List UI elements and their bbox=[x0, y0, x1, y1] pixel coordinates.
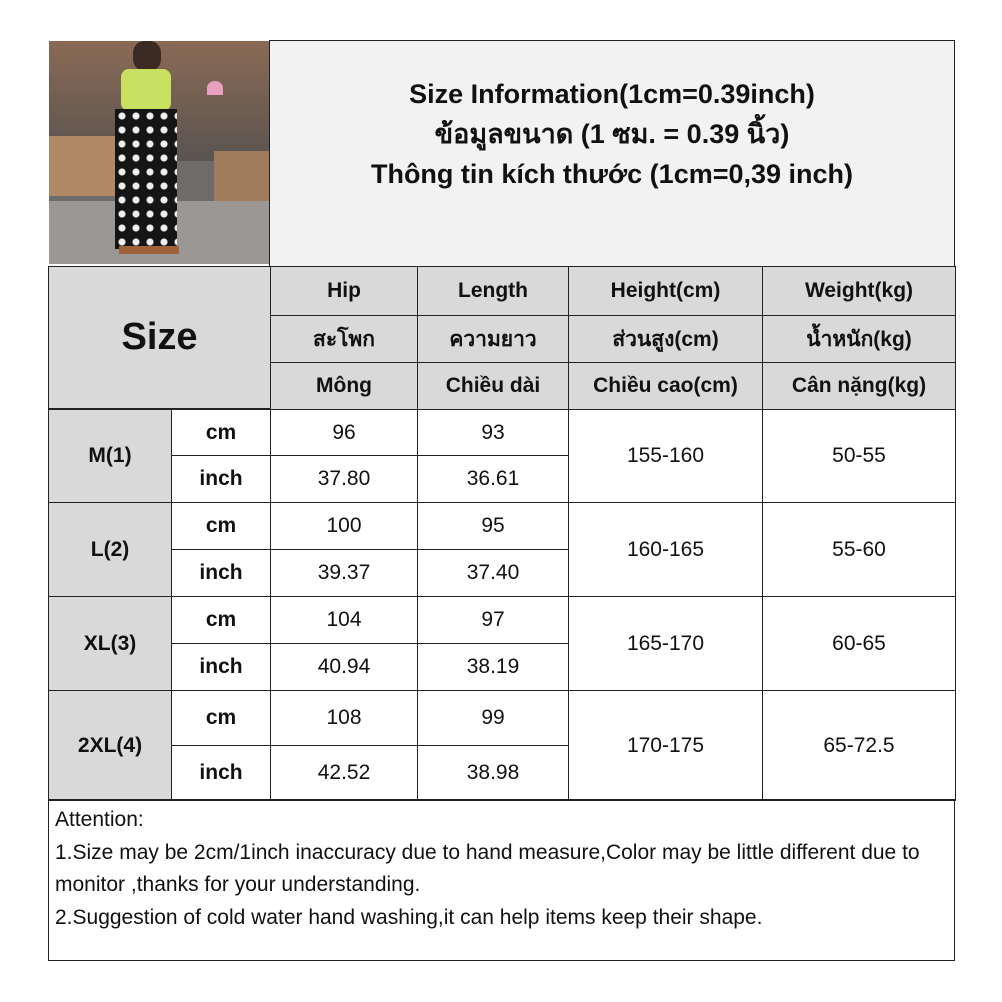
size-label: XL(3) bbox=[48, 596, 172, 691]
unit-cm: cm bbox=[171, 690, 271, 746]
unit-inch: inch bbox=[171, 549, 271, 597]
inch-value: 42.52 bbox=[270, 745, 418, 801]
cm-value: 97 bbox=[417, 596, 569, 644]
height-range: 155-160 bbox=[568, 409, 763, 503]
cm-value: 100 bbox=[270, 502, 418, 550]
column-header-th: สะโพก bbox=[270, 315, 418, 363]
title-vi: Thông tin kích thước (1cm=0,39 inch) bbox=[370, 158, 854, 189]
unit-inch: inch bbox=[171, 455, 271, 503]
cm-value: 104 bbox=[270, 596, 418, 644]
inch-value: 38.19 bbox=[417, 643, 569, 691]
inch-value: 37.40 bbox=[417, 549, 569, 597]
attention-item-1: 1.Size may be 2cm/1inch inaccuracy due t… bbox=[55, 840, 920, 897]
inch-value: 39.37 bbox=[270, 549, 418, 597]
inch-value: 36.61 bbox=[417, 455, 569, 503]
inch-value: 38.98 bbox=[417, 745, 569, 801]
size-label: L(2) bbox=[48, 502, 172, 597]
cm-value: 99 bbox=[417, 690, 569, 746]
column-header-th: ความยาว bbox=[417, 315, 569, 363]
size-label: M(1) bbox=[48, 409, 172, 503]
weight-range: 55-60 bbox=[762, 502, 956, 597]
inch-value: 40.94 bbox=[270, 643, 418, 691]
cm-value: 95 bbox=[417, 502, 569, 550]
column-header-vi: Cân nặng(kg) bbox=[762, 362, 956, 410]
unit-cm: cm bbox=[171, 502, 271, 550]
size-info-title: Size Information(1cm=0.39inch) ข้อมูลขนา… bbox=[269, 40, 955, 267]
attention-heading: Attention: bbox=[55, 808, 144, 831]
weight-range: 60-65 bbox=[762, 596, 956, 691]
column-header-vi: Mông bbox=[270, 362, 418, 410]
column-header-en: Hip bbox=[270, 266, 418, 316]
column-header-th: ส่วนสูง(cm) bbox=[568, 315, 763, 363]
size-header: Size bbox=[48, 266, 271, 409]
title-en: Size Information(1cm=0.39inch) bbox=[409, 78, 815, 109]
inch-value: 37.80 bbox=[270, 455, 418, 503]
product-photo bbox=[49, 41, 269, 264]
size-label: 2XL(4) bbox=[48, 690, 172, 801]
height-range: 170-175 bbox=[568, 690, 763, 801]
weight-range: 65-72.5 bbox=[762, 690, 956, 801]
unit-inch: inch bbox=[171, 643, 271, 691]
height-range: 160-165 bbox=[568, 502, 763, 597]
column-header-en: Weight(kg) bbox=[762, 266, 956, 316]
weight-range: 50-55 bbox=[762, 409, 956, 503]
unit-cm: cm bbox=[171, 409, 271, 456]
column-header-th: น้ำหนัก(kg) bbox=[762, 315, 956, 363]
attention-note: Attention: 1.Size may be 2cm/1inch inacc… bbox=[48, 799, 955, 961]
column-header-en: Height(cm) bbox=[568, 266, 763, 316]
attention-item-2: 2.Suggestion of cold water hand washing,… bbox=[55, 905, 763, 929]
unit-cm: cm bbox=[171, 596, 271, 644]
height-range: 165-170 bbox=[568, 596, 763, 691]
column-header-vi: Chiều dài bbox=[417, 362, 569, 410]
column-header-vi: Chiều cao(cm) bbox=[568, 362, 763, 410]
cm-value: 108 bbox=[270, 690, 418, 746]
title-th: ข้อมูลขนาด (1 ซม. = 0.39 นิ้ว) bbox=[434, 118, 790, 149]
cm-value: 96 bbox=[270, 409, 418, 456]
column-header-en: Length bbox=[417, 266, 569, 316]
cm-value: 93 bbox=[417, 409, 569, 456]
unit-inch: inch bbox=[171, 745, 271, 801]
